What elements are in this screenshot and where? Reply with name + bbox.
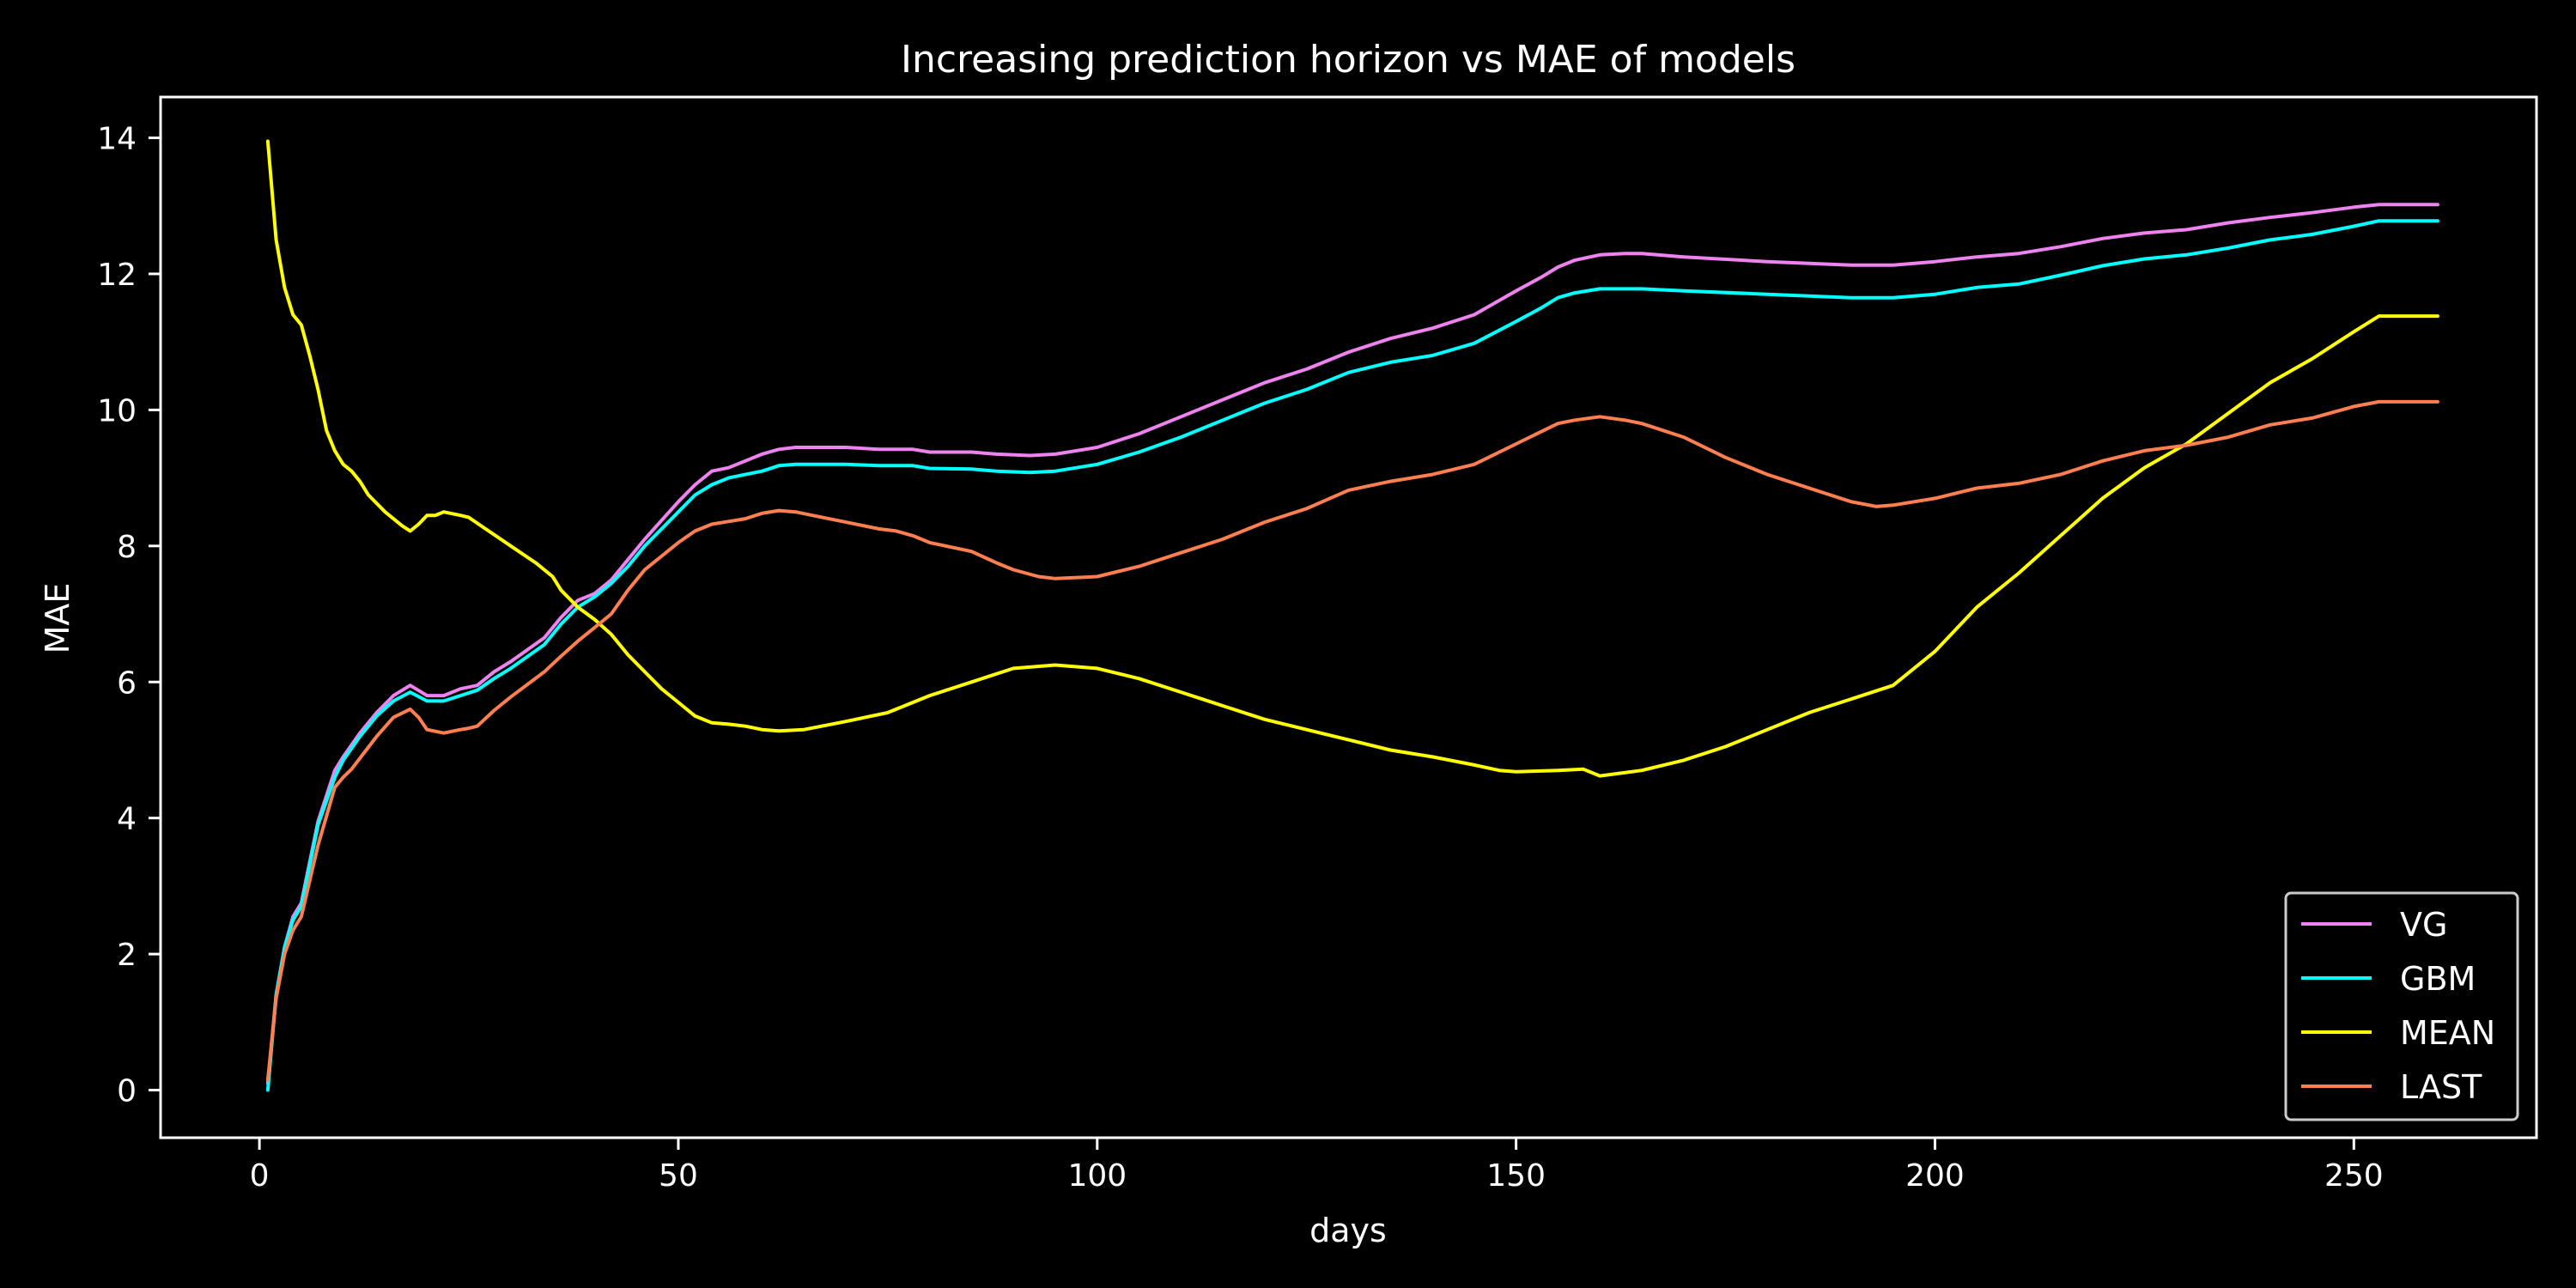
series-line-mean [265, 139, 2439, 778]
y-tick-label: 14 [97, 122, 137, 157]
legend-label-gbm: GBM [2400, 960, 2476, 998]
x-tick-label: 200 [1905, 1158, 1965, 1194]
y-tick-label: 8 [117, 530, 137, 565]
legend-label-mean: MEAN [2400, 1014, 2495, 1052]
x-tick-label: 150 [1486, 1158, 1546, 1194]
x-tick-label: 50 [659, 1158, 698, 1194]
legend: VG GBM MEAN LAST [2284, 891, 2519, 1121]
x-tick-label: 250 [2324, 1158, 2384, 1194]
y-tick-label: 0 [117, 1074, 137, 1109]
x-axis-label: days [1309, 1212, 1387, 1249]
x-tick-label: 100 [1067, 1158, 1127, 1194]
series-lines [265, 139, 2439, 1092]
legend-box [2284, 891, 2519, 1121]
y-axis-ticks: 0 2 4 6 8 10 12 14 [97, 122, 161, 1109]
series-line-vg [265, 203, 2439, 1085]
x-tick-label: 0 [250, 1158, 270, 1194]
legend-label-vg: VG [2400, 906, 2447, 944]
x-axis-ticks: 0 50 100 150 200 250 [250, 1138, 2384, 1194]
chart-title: Increasing prediction horizon vs MAE of … [901, 38, 1795, 82]
y-tick-label: 10 [97, 393, 137, 428]
series-line-gbm [265, 219, 2439, 1092]
plot-frame [159, 95, 2538, 1139]
legend-label-last: LAST [2400, 1068, 2482, 1106]
y-tick-label: 6 [117, 665, 137, 701]
y-tick-label: 12 [97, 258, 137, 293]
series-line-last [265, 399, 2439, 1082]
y-tick-label: 2 [117, 938, 137, 973]
y-tick-label: 4 [117, 802, 137, 837]
y-axis-label: MAE [39, 583, 76, 654]
